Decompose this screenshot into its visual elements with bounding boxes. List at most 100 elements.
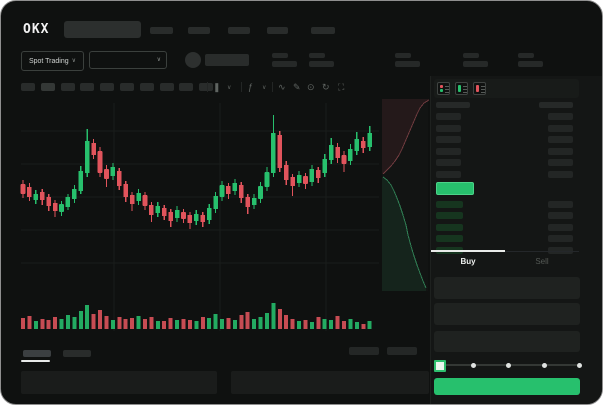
chart-scale-button[interactable] — [349, 347, 379, 355]
stat-label-placeholder — [272, 53, 288, 58]
slider-stop-dot[interactable] — [541, 363, 547, 368]
amount-input-placeholder[interactable] — [434, 303, 580, 325]
stat-label-placeholder — [395, 53, 411, 58]
draw-tool-icon[interactable]: ✎ — [293, 82, 301, 92]
bid-row[interactable] — [431, 200, 579, 210]
toolbar-divider — [272, 82, 273, 92]
ask-row[interactable] — [431, 113, 579, 122]
ask-row[interactable] — [431, 159, 579, 168]
slider-stop-dot[interactable] — [470, 363, 476, 368]
bid-amount-placeholder — [548, 246, 573, 254]
fullscreen-icon[interactable]: ⛶ — [338, 82, 345, 92]
bid-amount-placeholder — [548, 223, 573, 231]
ob-price-column-header — [436, 102, 470, 108]
indicator-icon[interactable]: ƒ — [248, 82, 254, 92]
interval-slot[interactable] — [159, 83, 174, 91]
chart-settings-button[interactable] — [387, 347, 417, 355]
stat-label-placeholder — [518, 53, 534, 58]
line-tool-icon[interactable]: ∿ — [278, 82, 286, 92]
orders-panel-placeholder — [21, 371, 217, 394]
stat-value-placeholder — [309, 61, 334, 67]
interval-slot[interactable] — [139, 83, 154, 91]
ask-row[interactable] — [431, 136, 579, 145]
toolbar-divider — [207, 82, 208, 92]
ask-amount-placeholder — [548, 136, 573, 143]
order-book-combined-view-icon[interactable] — [437, 82, 450, 95]
interval-slot[interactable] — [60, 83, 75, 91]
bid-amount-placeholder — [548, 200, 573, 208]
stat-value-placeholder — [272, 61, 297, 67]
pair-selector-dropdown[interactable]: ∨ — [89, 51, 167, 69]
nav-item-placeholder[interactable] — [150, 27, 173, 34]
bid-amount-placeholder — [548, 235, 573, 242]
stat-value-placeholder — [518, 61, 543, 67]
bottom-tab-active[interactable] — [23, 350, 51, 357]
ask-row[interactable] — [431, 147, 579, 157]
order-book-asks-view-icon[interactable] — [473, 82, 486, 95]
ask-amount-placeholder — [548, 159, 573, 166]
ask-amount-placeholder — [548, 113, 573, 120]
ask-amount-placeholder — [548, 170, 573, 178]
nav-item-placeholder[interactable] — [228, 27, 250, 34]
tab-bar-divider — [431, 251, 579, 252]
history-panel-placeholder — [231, 371, 429, 394]
stat-value-placeholder — [463, 61, 488, 67]
amount-slider-handle[interactable] — [434, 360, 446, 372]
interval-slot[interactable] — [179, 83, 194, 91]
candle-style-icon[interactable]: ❚ — [213, 82, 221, 92]
slider-stop-dot[interactable] — [506, 363, 511, 368]
stat-label-placeholder — [309, 53, 325, 58]
bid-price-placeholder — [436, 212, 463, 219]
market-type-label: Spot Trading — [28, 57, 69, 65]
ask-price-placeholder — [436, 170, 461, 178]
nav-item-placeholder[interactable] — [188, 27, 210, 34]
slider-stop-dot[interactable] — [577, 363, 582, 368]
price-input-placeholder[interactable] — [434, 277, 580, 299]
ask-price-placeholder — [436, 124, 461, 132]
bid-amount-placeholder — [548, 212, 573, 219]
bid-price-placeholder — [436, 235, 463, 242]
toolbar-divider — [241, 82, 242, 92]
ob-amount-column-header — [539, 102, 573, 108]
interval-slot[interactable] — [80, 83, 95, 91]
bid-row[interactable] — [431, 212, 579, 221]
history-icon[interactable]: ↻ — [322, 82, 330, 92]
order-book-bids-view-icon[interactable] — [455, 82, 468, 95]
interval-slot[interactable] — [120, 83, 134, 91]
chevron-down-icon[interactable]: ∨ — [262, 85, 267, 91]
interval-slot[interactable] — [40, 83, 55, 91]
interval-slot[interactable] — [100, 83, 115, 91]
bid-price-placeholder — [436, 223, 463, 231]
tab-buy[interactable]: Buy — [460, 257, 476, 266]
chevron-down-icon: ∨ — [156, 57, 161, 63]
ask-price-placeholder — [436, 136, 461, 143]
total-input-placeholder[interactable] — [434, 331, 580, 352]
bid-row[interactable] — [431, 235, 579, 244]
okx-logo[interactable]: OKX — [23, 22, 50, 37]
stat-value-placeholder — [395, 61, 420, 67]
buy-tab-underline — [431, 250, 505, 252]
last-price-highlight[interactable] — [436, 182, 474, 195]
ask-row[interactable] — [431, 170, 579, 180]
buy-submit-button[interactable] — [434, 378, 580, 395]
bid-row[interactable] — [431, 223, 579, 233]
order-book-panel: Buy Sell — [430, 76, 602, 404]
ask-row[interactable] — [431, 124, 579, 134]
ask-amount-placeholder — [548, 147, 573, 155]
market-type-dropdown[interactable]: Spot Trading ∨ — [21, 51, 84, 71]
tab-sell[interactable]: Sell — [535, 257, 549, 266]
bottom-tab[interactable] — [63, 350, 91, 357]
interval-slot[interactable] — [21, 83, 35, 91]
nav-item-placeholder[interactable] — [267, 27, 288, 34]
bid-price-placeholder — [436, 200, 463, 208]
camera-icon[interactable]: ⊙ — [307, 82, 315, 92]
ask-price-placeholder — [436, 113, 461, 120]
search-input[interactable] — [64, 21, 141, 38]
ask-price-placeholder — [436, 159, 461, 166]
interval-slot[interactable] — [199, 83, 214, 91]
nav-item-placeholder[interactable] — [311, 27, 335, 34]
chevron-down-icon: ∨ — [71, 58, 77, 64]
chevron-down-icon[interactable]: ∨ — [227, 85, 232, 91]
